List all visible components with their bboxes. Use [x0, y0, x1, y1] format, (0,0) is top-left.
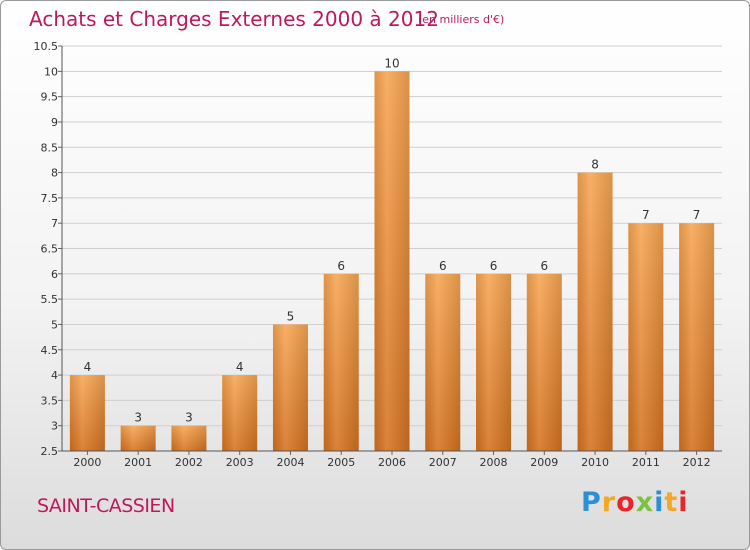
town-name: SAINT-CASSIEN	[37, 495, 175, 517]
y-tick-label: 8	[51, 167, 58, 180]
logo-letter: i	[654, 487, 665, 518]
x-tick-label: 2009	[530, 456, 558, 469]
axes	[61, 46, 722, 452]
x-tick-label: 2006	[378, 456, 406, 469]
value-label: 7	[693, 208, 701, 222]
y-tick-label: 3.5	[41, 394, 59, 407]
value-label: 8	[591, 158, 599, 172]
y-tick-label: 9	[51, 116, 58, 129]
value-label: 6	[439, 259, 447, 273]
y-tick-label: 6	[51, 268, 58, 281]
value-label: 3	[185, 411, 193, 425]
value-label: 6	[540, 259, 548, 273]
logo-letter: P	[581, 487, 602, 518]
bar-sheen	[679, 223, 715, 451]
bar-sheen	[272, 324, 308, 451]
value-label: 6	[337, 259, 345, 273]
bars	[69, 71, 715, 451]
x-tick-label: 2000	[73, 456, 101, 469]
y-tick-label: 9.5	[41, 91, 59, 104]
bar-sheen	[69, 375, 105, 451]
logo-letter: x	[635, 487, 655, 518]
bar-sheen	[171, 425, 207, 451]
bar-sheen	[425, 273, 461, 451]
logo-letter: t	[664, 487, 679, 518]
x-tick-label: 2002	[175, 456, 203, 469]
x-axis-ticks: 2000 2001 2002 2003 2004 2005 2006 2007 2008 2009…	[73, 451, 711, 469]
y-tick-label: 6.5	[41, 243, 59, 256]
x-tick-label: 2012	[683, 456, 711, 469]
logo-letter: r	[601, 487, 617, 518]
y-tick-label: 3	[51, 420, 58, 433]
y-tick-label: 8.5	[41, 141, 59, 154]
x-tick-label: 2005	[327, 456, 355, 469]
y-tick-label: 10.5	[34, 40, 59, 53]
bar-sheen	[222, 375, 258, 451]
value-label: 3	[134, 411, 142, 425]
chart-title: Achats et Charges Externes 2000 à 2012	[29, 7, 439, 31]
value-labels: 4 3 3 4 5 6 10 6 6 6 8 7 7	[84, 56, 701, 424]
bar-sheen	[628, 223, 664, 451]
logo-letter: o	[616, 487, 636, 518]
y-tick-label: 10	[44, 65, 58, 78]
bar-sheen	[120, 425, 156, 451]
bar-sheen	[476, 273, 512, 451]
x-tick-label: 2003	[226, 456, 254, 469]
y-tick-label: 7	[51, 217, 58, 230]
x-tick-label: 2004	[276, 456, 304, 469]
value-label: 4	[84, 360, 92, 374]
x-tick-label: 2010	[581, 456, 609, 469]
value-label: 6	[490, 259, 498, 273]
bar-sheen	[374, 71, 410, 451]
y-tick-label: 2.5	[41, 445, 59, 458]
x-tick-label: 2008	[480, 456, 508, 469]
y-tick-label: 7.5	[41, 192, 59, 205]
value-label: 10	[384, 56, 399, 70]
proxiti-logo: Proxiti	[581, 487, 689, 518]
y-tick-label: 5.5	[41, 293, 59, 306]
chart-subtitle: (en milliers d'€)	[418, 13, 505, 26]
y-tick-label: 5	[51, 318, 58, 331]
y-tick-label: 4.5	[41, 344, 59, 357]
value-label: 4	[236, 360, 244, 374]
x-tick-label: 2007	[429, 456, 457, 469]
value-label: 5	[287, 309, 295, 323]
bar-sheen	[323, 273, 359, 451]
bar-sheen	[577, 172, 613, 451]
logo-letter: i	[678, 487, 689, 518]
x-tick-label: 2001	[124, 456, 152, 469]
y-tick-label: 4	[51, 369, 58, 382]
x-tick-label: 2011	[632, 456, 660, 469]
bar-sheen	[526, 273, 562, 451]
value-label: 7	[642, 208, 650, 222]
y-axis-ticks: 2.5 3 3.5 4 4.5 5 5.5 6 6.5 7 7.5 8 8.5 9 9.5 10 10.5	[34, 40, 62, 458]
